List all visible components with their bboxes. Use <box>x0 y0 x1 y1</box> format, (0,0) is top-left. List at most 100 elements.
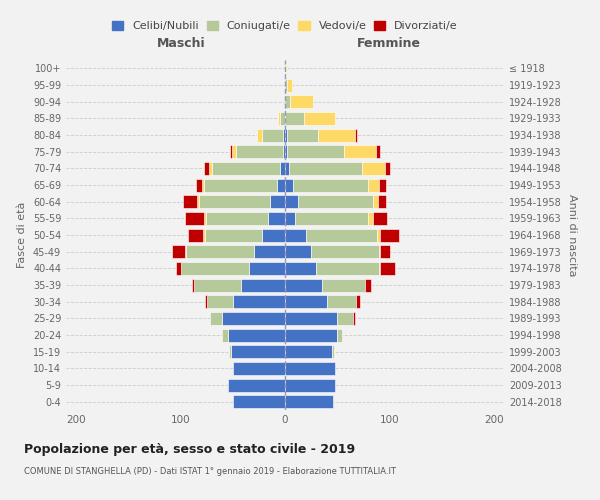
Bar <box>194 278 241 291</box>
Text: Femmine: Femmine <box>357 37 421 50</box>
Bar <box>311 245 379 258</box>
Bar <box>202 178 203 192</box>
Bar <box>373 212 387 225</box>
Bar <box>285 278 322 291</box>
Bar <box>278 112 280 125</box>
Bar <box>205 228 262 241</box>
Bar <box>344 145 376 158</box>
Bar <box>210 312 223 325</box>
Bar <box>223 328 227 342</box>
Bar <box>379 262 380 275</box>
Bar <box>231 345 285 358</box>
Text: COMUNE DI STANGHELLA (PD) - Dati ISTAT 1° gennaio 2019 - Elaborazione TUTTITALIA: COMUNE DI STANGHELLA (PD) - Dati ISTAT 1… <box>24 468 396 476</box>
Bar <box>295 212 368 225</box>
Bar <box>368 212 373 225</box>
Bar <box>223 312 285 325</box>
Bar <box>181 262 248 275</box>
Bar <box>230 145 232 158</box>
Bar <box>316 262 379 275</box>
Bar <box>233 362 285 375</box>
Bar <box>268 212 285 225</box>
Bar <box>356 295 360 308</box>
Bar <box>355 128 357 141</box>
Bar <box>192 278 194 291</box>
Bar <box>285 362 335 375</box>
Bar <box>380 262 395 275</box>
Bar <box>293 178 368 192</box>
Bar <box>285 78 287 92</box>
Bar <box>285 162 289 175</box>
Bar <box>285 62 286 75</box>
Text: Maschi: Maschi <box>157 37 205 50</box>
Bar <box>290 95 313 108</box>
Bar <box>262 128 283 141</box>
Bar <box>185 212 203 225</box>
Bar <box>248 262 285 275</box>
Bar <box>172 245 185 258</box>
Bar <box>212 162 280 175</box>
Bar <box>322 278 365 291</box>
Bar <box>332 345 334 358</box>
Bar <box>203 228 205 241</box>
Bar <box>380 228 398 241</box>
Bar <box>379 245 380 258</box>
Bar <box>254 245 285 258</box>
Bar <box>196 178 202 192</box>
Bar <box>362 162 385 175</box>
Bar <box>236 145 283 158</box>
Bar <box>285 212 295 225</box>
Bar <box>285 395 333 408</box>
Bar <box>337 328 343 342</box>
Bar <box>379 178 386 192</box>
Bar <box>280 112 285 125</box>
Bar <box>199 195 271 208</box>
Bar <box>287 128 319 141</box>
Bar <box>285 378 335 392</box>
Bar <box>175 262 181 275</box>
Bar <box>185 245 186 258</box>
Bar <box>306 228 377 241</box>
Bar <box>298 195 373 208</box>
Bar <box>271 195 285 208</box>
Bar <box>241 278 285 291</box>
Bar <box>233 395 285 408</box>
Bar <box>203 212 206 225</box>
Bar <box>284 95 285 108</box>
Bar <box>380 245 391 258</box>
Bar <box>207 295 233 308</box>
Bar <box>277 178 285 192</box>
Bar <box>376 145 380 158</box>
Bar <box>285 312 337 325</box>
Bar <box>283 128 285 141</box>
Bar <box>385 162 391 175</box>
Bar <box>285 178 293 192</box>
Bar <box>287 145 344 158</box>
Bar <box>319 128 355 141</box>
Bar <box>280 162 285 175</box>
Bar <box>286 62 287 75</box>
Bar <box>285 262 316 275</box>
Bar <box>257 128 262 141</box>
Bar <box>183 195 197 208</box>
Bar <box>229 345 231 358</box>
Bar <box>233 295 285 308</box>
Bar <box>285 328 337 342</box>
Bar <box>378 195 386 208</box>
Bar <box>285 95 290 108</box>
Bar <box>262 228 285 241</box>
Text: Popolazione per età, sesso e stato civile - 2019: Popolazione per età, sesso e stato civil… <box>24 442 355 456</box>
Bar <box>285 295 327 308</box>
Bar <box>206 212 268 225</box>
Bar <box>205 295 207 308</box>
Bar <box>285 228 306 241</box>
Bar <box>285 245 311 258</box>
Bar <box>377 228 380 241</box>
Bar <box>289 162 362 175</box>
Y-axis label: Fasce di età: Fasce di età <box>17 202 27 268</box>
Bar <box>203 178 277 192</box>
Bar <box>337 312 353 325</box>
Bar <box>285 128 287 141</box>
Bar <box>285 145 287 158</box>
Bar <box>227 378 285 392</box>
Bar <box>285 345 332 358</box>
